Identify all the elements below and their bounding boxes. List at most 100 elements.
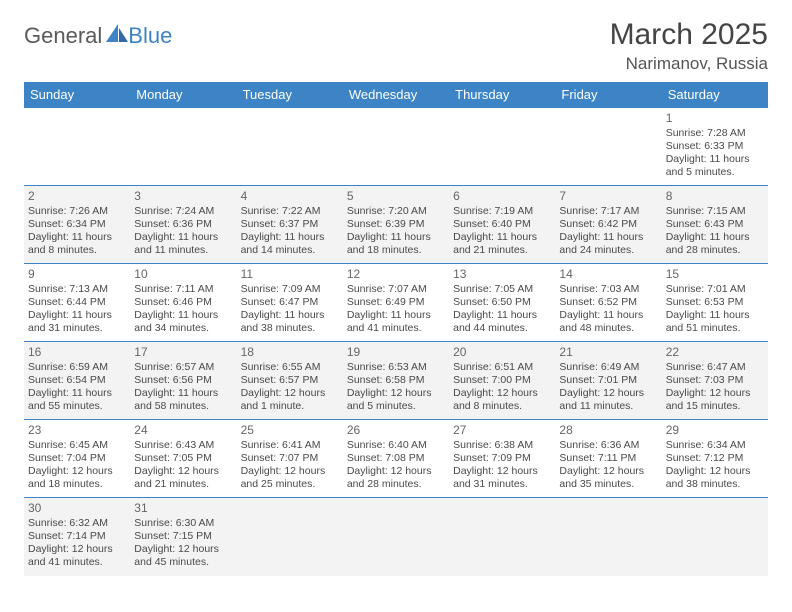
sunrise-line: Sunrise: 6:38 AM: [453, 439, 551, 452]
day-cell: [24, 108, 130, 186]
day-number: 13: [453, 267, 551, 282]
day-cell: 26Sunrise: 6:40 AMSunset: 7:08 PMDayligh…: [343, 420, 449, 498]
day-cell: [555, 498, 661, 576]
sunrise-line: Sunrise: 7:26 AM: [28, 205, 126, 218]
day-number: 17: [134, 345, 232, 360]
day-cell: 23Sunrise: 6:45 AMSunset: 7:04 PMDayligh…: [24, 420, 130, 498]
col-saturday: Saturday: [662, 82, 768, 108]
day-cell: 25Sunrise: 6:41 AMSunset: 7:07 PMDayligh…: [237, 420, 343, 498]
col-tuesday: Tuesday: [237, 82, 343, 108]
daylight-line: Daylight: 11 hours and 14 minutes.: [241, 231, 339, 257]
week-row: 23Sunrise: 6:45 AMSunset: 7:04 PMDayligh…: [24, 420, 768, 498]
sunrise-line: Sunrise: 6:55 AM: [241, 361, 339, 374]
day-number: 22: [666, 345, 764, 360]
daylight-line: Daylight: 12 hours and 25 minutes.: [241, 465, 339, 491]
day-number: 6: [453, 189, 551, 204]
day-cell: 6Sunrise: 7:19 AMSunset: 6:40 PMDaylight…: [449, 186, 555, 264]
daylight-line: Daylight: 12 hours and 38 minutes.: [666, 465, 764, 491]
daylight-line: Daylight: 11 hours and 58 minutes.: [134, 387, 232, 413]
daylight-line: Daylight: 11 hours and 38 minutes.: [241, 309, 339, 335]
day-cell: 8Sunrise: 7:15 AMSunset: 6:43 PMDaylight…: [662, 186, 768, 264]
day-number: 10: [134, 267, 232, 282]
day-number: 1: [666, 111, 764, 126]
sunset-line: Sunset: 7:08 PM: [347, 452, 445, 465]
day-cell: 11Sunrise: 7:09 AMSunset: 6:47 PMDayligh…: [237, 264, 343, 342]
sunset-line: Sunset: 7:03 PM: [666, 374, 764, 387]
sunrise-line: Sunrise: 7:03 AM: [559, 283, 657, 296]
sunset-line: Sunset: 7:01 PM: [559, 374, 657, 387]
sunrise-line: Sunrise: 7:11 AM: [134, 283, 232, 296]
col-friday: Friday: [555, 82, 661, 108]
day-number: 28: [559, 423, 657, 438]
sunrise-line: Sunrise: 6:41 AM: [241, 439, 339, 452]
day-cell: [662, 498, 768, 576]
day-cell: 15Sunrise: 7:01 AMSunset: 6:53 PMDayligh…: [662, 264, 768, 342]
day-cell: 16Sunrise: 6:59 AMSunset: 6:54 PMDayligh…: [24, 342, 130, 420]
week-row: 2Sunrise: 7:26 AMSunset: 6:34 PMDaylight…: [24, 186, 768, 264]
day-number: 2: [28, 189, 126, 204]
day-number: 31: [134, 501, 232, 516]
day-number: 24: [134, 423, 232, 438]
daylight-line: Daylight: 11 hours and 34 minutes.: [134, 309, 232, 335]
sunrise-line: Sunrise: 6:47 AM: [666, 361, 764, 374]
col-sunday: Sunday: [24, 82, 130, 108]
month-title: March 2025: [610, 18, 768, 52]
day-number: 15: [666, 267, 764, 282]
day-number: 27: [453, 423, 551, 438]
sunset-line: Sunset: 6:46 PM: [134, 296, 232, 309]
day-cell: [343, 108, 449, 186]
day-number: 9: [28, 267, 126, 282]
day-cell: 22Sunrise: 6:47 AMSunset: 7:03 PMDayligh…: [662, 342, 768, 420]
sunrise-line: Sunrise: 6:51 AM: [453, 361, 551, 374]
sunrise-line: Sunrise: 7:19 AM: [453, 205, 551, 218]
daylight-line: Daylight: 12 hours and 41 minutes.: [28, 543, 126, 569]
daylight-line: Daylight: 12 hours and 28 minutes.: [347, 465, 445, 491]
daylight-line: Daylight: 11 hours and 55 minutes.: [28, 387, 126, 413]
sunset-line: Sunset: 6:52 PM: [559, 296, 657, 309]
sunset-line: Sunset: 6:47 PM: [241, 296, 339, 309]
sunset-line: Sunset: 6:39 PM: [347, 218, 445, 231]
daylight-line: Daylight: 12 hours and 11 minutes.: [559, 387, 657, 413]
sunset-line: Sunset: 6:44 PM: [28, 296, 126, 309]
day-cell: 9Sunrise: 7:13 AMSunset: 6:44 PMDaylight…: [24, 264, 130, 342]
sunset-line: Sunset: 7:00 PM: [453, 374, 551, 387]
sunset-line: Sunset: 6:58 PM: [347, 374, 445, 387]
day-number: 3: [134, 189, 232, 204]
page-header: General Blue March 2025 Narimanov, Russi…: [24, 18, 768, 74]
sunset-line: Sunset: 6:40 PM: [453, 218, 551, 231]
sunrise-line: Sunrise: 6:34 AM: [666, 439, 764, 452]
daylight-line: Daylight: 11 hours and 18 minutes.: [347, 231, 445, 257]
title-block: March 2025 Narimanov, Russia: [610, 18, 768, 74]
sunrise-line: Sunrise: 6:45 AM: [28, 439, 126, 452]
day-cell: 12Sunrise: 7:07 AMSunset: 6:49 PMDayligh…: [343, 264, 449, 342]
day-cell: 13Sunrise: 7:05 AMSunset: 6:50 PMDayligh…: [449, 264, 555, 342]
col-monday: Monday: [130, 82, 236, 108]
sunrise-line: Sunrise: 7:01 AM: [666, 283, 764, 296]
day-number: 14: [559, 267, 657, 282]
sunrise-line: Sunrise: 7:17 AM: [559, 205, 657, 218]
day-number: 12: [347, 267, 445, 282]
sunset-line: Sunset: 6:50 PM: [453, 296, 551, 309]
sunset-line: Sunset: 6:57 PM: [241, 374, 339, 387]
day-cell: 1Sunrise: 7:28 AMSunset: 6:33 PMDaylight…: [662, 108, 768, 186]
location: Narimanov, Russia: [610, 54, 768, 74]
daylight-line: Daylight: 12 hours and 8 minutes.: [453, 387, 551, 413]
week-row: 16Sunrise: 6:59 AMSunset: 6:54 PMDayligh…: [24, 342, 768, 420]
day-number: 26: [347, 423, 445, 438]
logo: General Blue: [24, 22, 172, 50]
daylight-line: Daylight: 12 hours and 21 minutes.: [134, 465, 232, 491]
daylight-line: Daylight: 11 hours and 31 minutes.: [28, 309, 126, 335]
daylight-line: Daylight: 11 hours and 48 minutes.: [559, 309, 657, 335]
sunset-line: Sunset: 6:43 PM: [666, 218, 764, 231]
sunrise-line: Sunrise: 6:49 AM: [559, 361, 657, 374]
daylight-line: Daylight: 11 hours and 8 minutes.: [28, 231, 126, 257]
day-cell: 3Sunrise: 7:24 AMSunset: 6:36 PMDaylight…: [130, 186, 236, 264]
sunrise-line: Sunrise: 6:36 AM: [559, 439, 657, 452]
day-number: 11: [241, 267, 339, 282]
col-thursday: Thursday: [449, 82, 555, 108]
daylight-line: Daylight: 12 hours and 15 minutes.: [666, 387, 764, 413]
sunset-line: Sunset: 7:12 PM: [666, 452, 764, 465]
daylight-line: Daylight: 11 hours and 51 minutes.: [666, 309, 764, 335]
week-row: 9Sunrise: 7:13 AMSunset: 6:44 PMDaylight…: [24, 264, 768, 342]
sunset-line: Sunset: 7:11 PM: [559, 452, 657, 465]
